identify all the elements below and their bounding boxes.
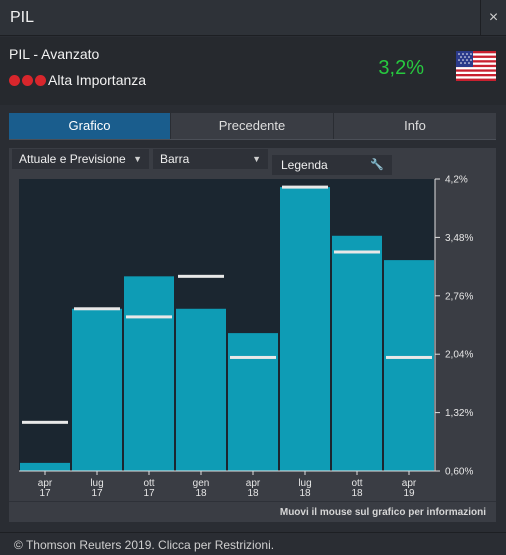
indicator-name: PIL - Avanzato: [9, 46, 100, 62]
chart-bar[interactable]: [228, 333, 278, 471]
tab-info[interactable]: Info: [404, 118, 426, 133]
x-tick-label: 17: [91, 488, 103, 499]
tab-precedente[interactable]: Precedente: [171, 113, 334, 139]
x-tick-label: apr: [246, 478, 261, 489]
y-tick-label: 2,76%: [445, 291, 473, 302]
x-tick-label: ott: [351, 478, 362, 489]
x-tick-label: 17: [143, 488, 155, 499]
chart-hint: Muovi il mouse sul grafico per informazi…: [9, 501, 496, 522]
chart-hint-text: Muovi il mouse sul grafico per informazi…: [279, 507, 486, 518]
x-tick-label: 18: [195, 488, 207, 499]
importance-dot-icon: [22, 74, 33, 86]
chevron-down-icon: ▼: [252, 154, 261, 164]
chart-type-select-value: Barra: [160, 152, 190, 166]
legend-button-label: Legenda: [281, 158, 328, 172]
wrench-icon: 🔧: [370, 159, 384, 171]
x-tick-label: apr: [402, 478, 417, 489]
tab-divider: [9, 139, 496, 140]
forecast-marker: [178, 274, 224, 278]
footer: © Thomson Reuters 2019. Clicca per Restr…: [0, 532, 506, 555]
forecast-marker: [386, 355, 432, 359]
x-tick-label: 18: [351, 488, 363, 499]
chart-bar[interactable]: [384, 260, 434, 471]
close-icon[interactable]: ×: [480, 0, 506, 36]
indicator-header: PIL - Avanzato Alta Importanza 3,2%: [0, 37, 506, 105]
copyright-link[interactable]: © Thomson Reuters 2019. Clicca per Restr…: [14, 538, 275, 552]
x-tick-label: ott: [143, 478, 154, 489]
x-tick-label: gen: [193, 478, 210, 489]
importance-dot-icon: [9, 74, 20, 86]
forecast-marker: [282, 185, 328, 189]
indicator-value: 3,2%: [378, 57, 424, 79]
us-flag-icon: [456, 51, 496, 81]
mode-select-value: Attuale e Previsione: [19, 152, 126, 166]
chart-bar[interactable]: [20, 462, 70, 471]
forecast-marker: [126, 315, 172, 319]
chart-type-select[interactable]: Barra ▼: [153, 149, 268, 169]
y-tick-label: 2,04%: [445, 350, 473, 361]
bar-chart[interactable]: 4,2%3,48%2,76%2,04%1,32%0,60% apr17lug17…: [9, 170, 496, 500]
chart-bar[interactable]: [72, 308, 122, 471]
forecast-marker: [74, 307, 120, 311]
y-tick-label: 0,60%: [445, 467, 473, 478]
chart-bar[interactable]: [280, 187, 330, 471]
x-tick-label: lug: [298, 478, 311, 489]
tab-grafico[interactable]: Grafico: [9, 113, 171, 139]
forecast-marker: [334, 250, 380, 254]
chart-bar[interactable]: [176, 308, 226, 471]
tab-bar: Grafico Precedente Info: [9, 113, 496, 139]
forecast-marker: [230, 355, 276, 359]
y-tick-label: 1,32%: [445, 408, 473, 419]
mode-select[interactable]: Attuale e Previsione ▼: [12, 149, 149, 169]
chart-bar[interactable]: [332, 235, 382, 471]
x-tick-label: 19: [403, 488, 415, 499]
importance-dot-icon: [35, 74, 46, 86]
x-tick-label: 18: [247, 488, 259, 499]
forecast-marker: [22, 420, 68, 424]
x-tick-label: 17: [39, 488, 51, 499]
chevron-down-icon: ▼: [133, 154, 142, 164]
window-title: PIL: [10, 9, 35, 26]
x-tick-label: apr: [38, 478, 53, 489]
legend-button[interactable]: Legenda 🔧: [272, 155, 392, 175]
importance-label: Alta Importanza: [48, 72, 147, 88]
chart-bar[interactable]: [124, 276, 174, 471]
x-tick-label: 18: [299, 488, 311, 499]
x-tick-label: lug: [90, 478, 103, 489]
y-tick-label: 4,2%: [445, 175, 468, 186]
y-tick-label: 3,48%: [445, 233, 473, 244]
importance-row: Alta Importanza: [9, 72, 146, 88]
title-bar: PIL ×: [0, 0, 506, 36]
